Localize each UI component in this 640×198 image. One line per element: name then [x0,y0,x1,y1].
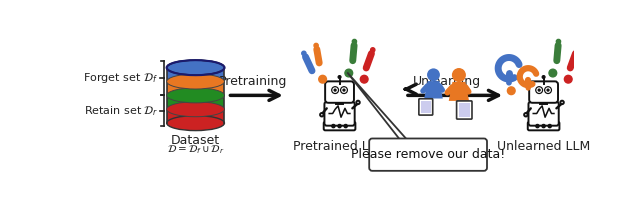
FancyBboxPatch shape [324,122,355,130]
Bar [458,103,470,117]
Bar [540,100,547,104]
Circle shape [547,89,549,91]
Circle shape [314,43,318,48]
Circle shape [345,69,353,77]
Polygon shape [422,166,432,168]
Circle shape [564,75,572,83]
Circle shape [343,89,345,91]
FancyBboxPatch shape [325,81,354,103]
Text: Pretraining: Pretraining [218,75,287,88]
Circle shape [371,48,375,52]
Circle shape [452,68,466,82]
Circle shape [332,87,339,93]
FancyBboxPatch shape [419,99,433,115]
FancyBboxPatch shape [529,102,559,126]
Circle shape [507,81,511,85]
Text: Retain set $\mathcal{D}_r$: Retain set $\mathcal{D}_r$ [84,104,158,118]
Text: Unlearning: Unlearning [413,75,481,88]
Polygon shape [449,82,469,101]
Ellipse shape [166,60,225,75]
FancyBboxPatch shape [369,138,487,171]
Circle shape [427,68,440,81]
Bar [420,101,431,113]
Circle shape [575,48,579,52]
Circle shape [320,113,324,116]
Text: Please remove our data!: Please remove our data! [351,148,505,161]
FancyBboxPatch shape [456,101,472,119]
Circle shape [524,113,527,116]
Circle shape [538,89,540,91]
Circle shape [360,75,368,83]
Circle shape [319,75,326,83]
Circle shape [537,88,541,92]
Circle shape [334,89,336,91]
Text: Unlearned LLM: Unlearned LLM [497,140,590,153]
Bar [166,109,225,123]
Circle shape [338,76,341,78]
Text: Forget set $\mathcal{D}_f$: Forget set $\mathcal{D}_f$ [83,71,158,85]
Circle shape [536,87,543,93]
Circle shape [526,86,530,90]
Circle shape [352,39,356,44]
Text: Pretrained LLM: Pretrained LLM [292,140,387,153]
Circle shape [340,87,348,93]
Circle shape [356,101,360,104]
Circle shape [332,125,335,128]
Bar [336,100,343,104]
FancyBboxPatch shape [529,81,558,103]
Circle shape [508,87,515,95]
Circle shape [542,125,545,128]
Circle shape [536,125,539,128]
Circle shape [546,88,550,92]
Circle shape [333,88,337,92]
Text: $\mathcal{D} = \mathcal{D}_f \cup \mathcal{D}_r$: $\mathcal{D} = \mathcal{D}_f \cup \mathc… [166,143,225,156]
Polygon shape [424,81,443,99]
Bar [166,82,225,95]
Circle shape [342,88,346,92]
Bar [166,68,225,82]
FancyBboxPatch shape [324,102,355,126]
Circle shape [301,51,306,55]
Ellipse shape [166,102,225,117]
Circle shape [338,125,341,128]
Circle shape [542,76,545,78]
Polygon shape [348,72,432,168]
Text: Dataset: Dataset [171,134,220,147]
Circle shape [556,39,561,44]
Circle shape [344,125,348,128]
FancyBboxPatch shape [528,122,559,130]
Ellipse shape [166,88,225,103]
Ellipse shape [166,74,225,89]
Ellipse shape [166,116,225,131]
Circle shape [561,101,564,104]
Circle shape [548,125,552,128]
Circle shape [549,69,557,77]
Circle shape [545,87,552,93]
Bar [166,95,225,109]
